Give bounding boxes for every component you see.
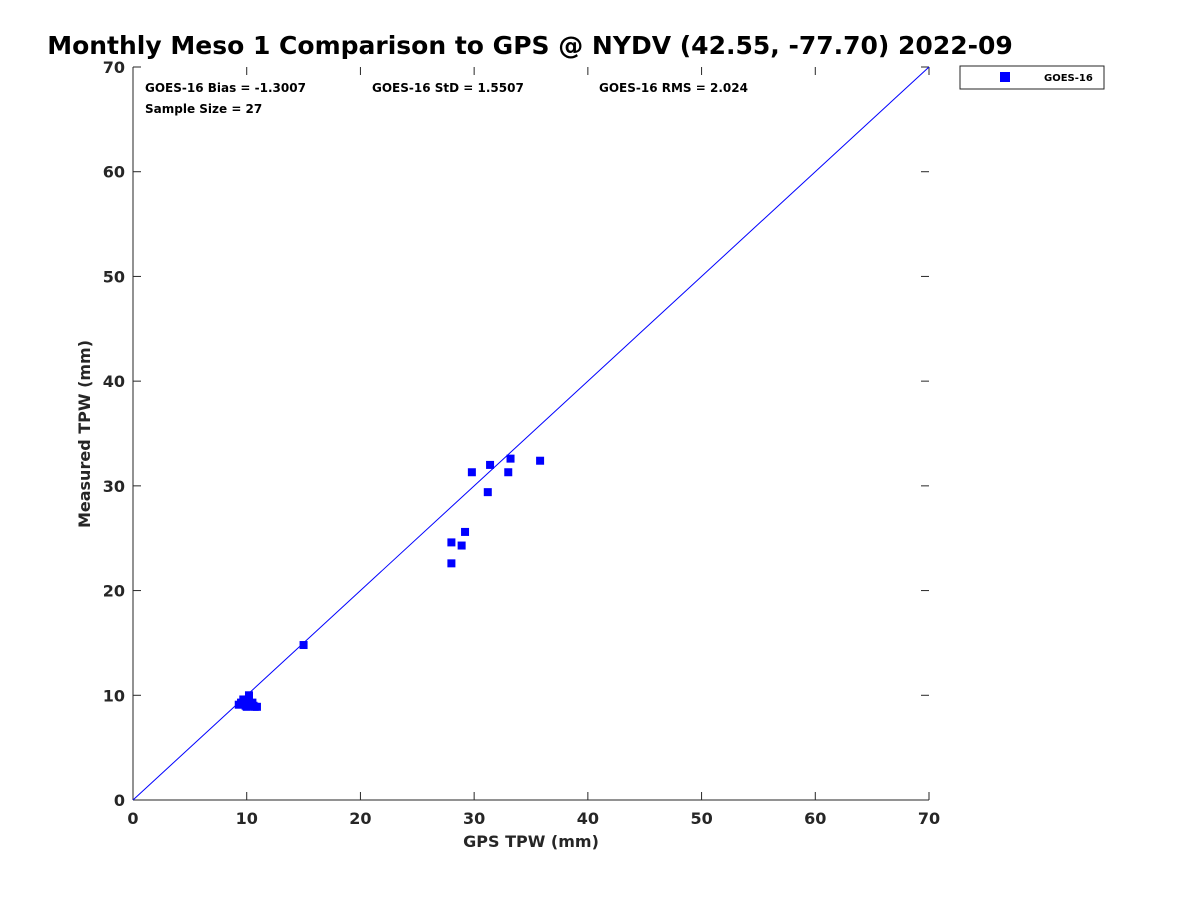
data-point (536, 456, 545, 465)
data-point (447, 538, 456, 547)
legend-box (959, 65, 1105, 90)
chart-title: Monthly Meso 1 Comparison to GPS @ NYDV … (47, 31, 1013, 60)
x-axis-ticks: 0 10 20 30 40 50 60 70 (127, 67, 940, 828)
y-tick-label: 70 (103, 58, 125, 77)
y-tick-label: 30 (103, 477, 125, 496)
y-tick-label: 10 (103, 686, 125, 705)
x-tick-label: 40 (577, 809, 599, 828)
data-point (242, 702, 251, 711)
y-axis-label: Measured TPW (mm) (75, 340, 94, 528)
data-point (461, 527, 470, 536)
x-tick-label: 50 (690, 809, 712, 828)
data-point (249, 701, 258, 710)
y-tick-label: 20 (103, 582, 125, 601)
sample-size-stat: Sample Size = 27 (145, 102, 262, 116)
data-points (234, 454, 545, 711)
legend: GOES-16 (959, 65, 1105, 90)
data-point (506, 454, 515, 463)
data-point (447, 559, 456, 568)
x-tick-label: 20 (349, 809, 371, 828)
data-point (457, 541, 466, 550)
x-tick-label: 30 (463, 809, 485, 828)
data-point (244, 691, 253, 700)
x-tick-label: 0 (127, 809, 138, 828)
y-tick-label: 50 (103, 267, 125, 286)
data-point (483, 488, 492, 497)
legend-marker (1000, 72, 1010, 82)
data-point (241, 696, 250, 705)
y-tick-label: 40 (103, 372, 125, 391)
data-point (486, 460, 495, 469)
std-stat: GOES-16 StD = 1.5507 (372, 81, 524, 95)
data-point (467, 468, 476, 477)
x-tick-label: 10 (236, 809, 258, 828)
x-tick-label: 70 (918, 809, 940, 828)
y-tick-label: 0 (114, 791, 125, 810)
rms-stat: GOES-16 RMS = 2.024 (599, 81, 748, 95)
data-point (299, 641, 308, 650)
x-tick-label: 60 (804, 809, 826, 828)
y-tick-label: 60 (103, 163, 125, 182)
bias-stat: GOES-16 Bias = -1.3007 (145, 81, 306, 95)
one-to-one-reference-line (132, 66, 930, 801)
data-point (504, 468, 513, 477)
x-axis-label: GPS TPW (mm) (463, 832, 599, 851)
legend-label: GOES-16 (1044, 73, 1093, 84)
y-axis-ticks: 0 10 20 30 40 50 60 70 (103, 58, 929, 810)
